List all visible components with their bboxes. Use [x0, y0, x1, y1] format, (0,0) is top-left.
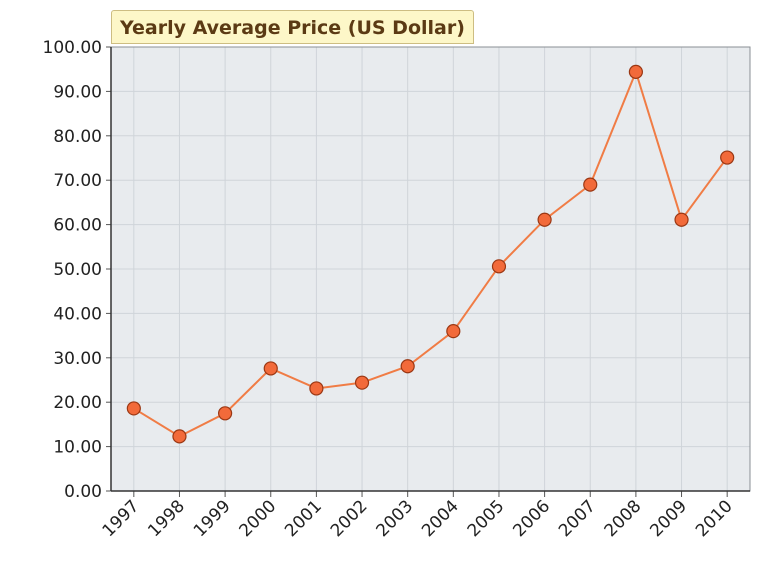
data-point — [263, 361, 278, 376]
data-point — [309, 381, 324, 396]
data-point — [537, 212, 552, 227]
y-tick-label: 80.00 — [53, 127, 102, 147]
x-tick-label: 2009 — [646, 496, 691, 541]
data-point — [491, 259, 507, 274]
x-tick-label: 2003 — [372, 496, 417, 541]
x-tick-label: 2004 — [418, 496, 463, 541]
y-tick-label: 100.00 — [43, 38, 102, 58]
y-tick-label: 60.00 — [53, 216, 102, 236]
data-point — [674, 212, 689, 227]
y-tick-label: 10.00 — [53, 438, 102, 458]
x-tick-label: 2001 — [281, 496, 326, 541]
x-tick-label: 1998 — [144, 496, 189, 541]
x-tick-label: 2005 — [464, 496, 509, 541]
data-point — [400, 359, 415, 374]
y-tick-label: 20.00 — [53, 393, 102, 413]
x-tick-label: 2010 — [692, 496, 737, 541]
data-point — [583, 177, 598, 192]
y-tick-label: 70.00 — [53, 171, 102, 191]
y-tick-label: 50.00 — [53, 260, 102, 280]
data-point — [720, 150, 735, 165]
x-tick-label: 1999 — [190, 496, 235, 541]
y-tick-label: 0.00 — [64, 482, 102, 502]
x-tick-label: 1997 — [99, 496, 144, 541]
series-line — [133, 68, 728, 438]
x-tick-label: 2006 — [509, 496, 554, 541]
x-tick-label: 2008 — [601, 496, 646, 541]
data-point — [628, 64, 643, 79]
data-point — [218, 406, 233, 421]
y-tick-label: 40.00 — [53, 304, 102, 324]
data-point — [126, 401, 141, 416]
chart-title: Yearly Average Price (US Dollar) — [111, 10, 474, 44]
x-tick-label: 2007 — [555, 496, 600, 541]
data-point — [354, 375, 370, 390]
x-tick-label: 2000 — [236, 496, 281, 541]
x-tick-label: 2002 — [327, 496, 372, 541]
data-point — [446, 324, 461, 339]
data-point — [172, 429, 187, 444]
y-tick-label: 90.00 — [53, 82, 102, 102]
y-tick-label: 30.00 — [53, 349, 102, 369]
